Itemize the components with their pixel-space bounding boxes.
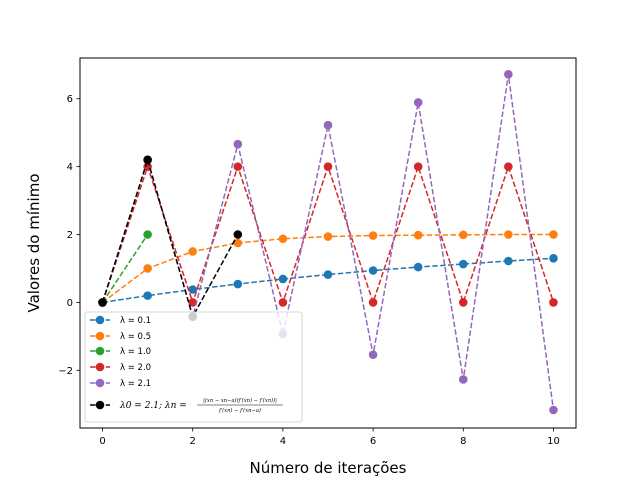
y-tick-label: 4 [67, 162, 73, 173]
data-point [323, 232, 333, 241]
series-layer [98, 69, 558, 415]
data-point [278, 274, 288, 284]
legend-item: λ0 = 2.1; λn = |(xn − xn−a)(f′(xn) − f′(x… [90, 397, 283, 414]
data-point [368, 298, 378, 307]
y-tick-label: 0 [67, 298, 73, 309]
data-point [413, 162, 423, 171]
data-point [458, 230, 468, 240]
data-point [413, 98, 423, 107]
legend-label: λ = 2.0 [120, 363, 151, 373]
data-point [143, 264, 152, 273]
plot-frame [79, 57, 577, 429]
legend-label: λ = 1.0 [120, 347, 151, 357]
data-point [143, 230, 152, 239]
x-axis-label: Número de iterações [250, 459, 407, 477]
data-point [188, 298, 198, 307]
ticks-layer: 0 2 4 6 8 10 −2 0 2 4 6 [58, 94, 560, 447]
data-point [549, 230, 558, 239]
legend-marker [95, 400, 105, 410]
data-point [504, 256, 513, 266]
data-point [278, 234, 288, 244]
data-point [504, 69, 513, 79]
data-point [368, 266, 378, 275]
series-line [102, 257, 554, 304]
legend-item: λ = 0.1 [90, 315, 151, 326]
data-point [98, 298, 107, 307]
data-point [368, 350, 378, 359]
legend: λ = 0.1 λ = 0.5 λ = 1.0 λ = 2.0 λ = 2.1 λ0 = … [84, 311, 303, 423]
x-tick-label: 10 [547, 436, 560, 447]
series-line [101, 234, 149, 303]
data-point [233, 279, 243, 289]
data-point [368, 231, 378, 240]
data-point [143, 291, 152, 300]
legend-box [84, 311, 303, 423]
data-point [458, 298, 468, 307]
data-point [188, 247, 198, 256]
data-point [458, 259, 468, 269]
legend-label: λ = 0.1 [120, 316, 151, 326]
legend-marker [95, 331, 105, 341]
legend-marker [95, 378, 105, 388]
x-tick-label: 6 [370, 436, 376, 447]
data-point [323, 270, 333, 279]
x-tick-label: 2 [190, 436, 196, 447]
legend-item: λ = 0.5 [90, 331, 151, 342]
series-5 [98, 155, 243, 321]
data-point [278, 298, 288, 307]
data-point [549, 253, 558, 263]
y-axis-label: Valores do mínimo [25, 174, 43, 313]
x-tick-label: 8 [460, 436, 466, 447]
data-point [143, 155, 152, 165]
data-point [323, 162, 333, 171]
data-point [323, 120, 333, 130]
data-point [504, 162, 513, 171]
legend-marker [95, 362, 105, 372]
x-tick-label: 0 [99, 436, 105, 447]
legend-formula-lhs: λ0 = 2.1; λn = [119, 401, 187, 411]
series-line [101, 74, 555, 411]
legend-item: λ = 1.0 [90, 346, 151, 357]
legend-label: λ = 2.1 [120, 379, 151, 389]
legend-formula-denominator: f′(xn) − f′(xn−a) [218, 407, 261, 414]
x-tick-label: 4 [280, 436, 286, 447]
data-point [413, 230, 423, 240]
data-point [413, 262, 423, 272]
legend-item: λ = 2.1 [90, 378, 151, 389]
data-point [504, 230, 513, 239]
y-tick-label: 6 [67, 94, 73, 105]
legend-marker [95, 346, 105, 356]
data-point [233, 238, 243, 248]
y-tick-label: −2 [58, 366, 73, 377]
series-line [101, 157, 239, 319]
data-point [549, 405, 558, 415]
legend-marker [95, 315, 105, 325]
data-point [233, 162, 243, 171]
series-0 [98, 253, 558, 307]
series-1 [98, 230, 558, 307]
data-point [549, 298, 558, 307]
y-tick-label: 2 [67, 230, 73, 241]
data-point [458, 375, 468, 384]
data-point [188, 285, 198, 294]
legend-formula-numerator: |(xn − xn−a)(f′(xn) − f′(xn))| [203, 397, 277, 404]
legend-label: λ = 0.5 [120, 332, 151, 342]
data-point [233, 139, 243, 149]
data-point [233, 230, 243, 239]
legend-item: λ = 2.0 [90, 362, 151, 373]
